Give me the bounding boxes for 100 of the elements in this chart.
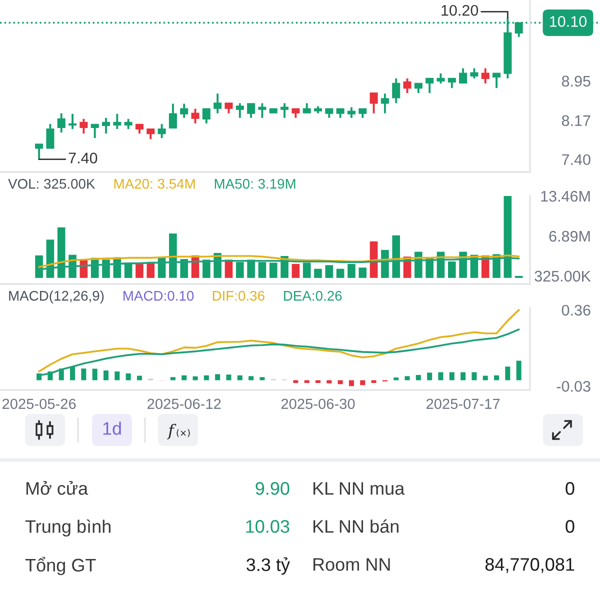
bar bbox=[192, 376, 198, 380]
bar bbox=[136, 262, 144, 278]
candlestick bbox=[403, 77, 412, 94]
candlestick bbox=[358, 108, 367, 119]
bar bbox=[482, 376, 488, 380]
candlestick bbox=[426, 77, 434, 94]
text: DIF:0.36 bbox=[212, 290, 264, 301]
bar bbox=[348, 380, 354, 386]
bar bbox=[204, 375, 209, 380]
bar bbox=[505, 366, 510, 380]
text: DEA:0.26 bbox=[284, 290, 342, 301]
bar bbox=[360, 380, 366, 386]
bar bbox=[248, 376, 254, 380]
bar bbox=[371, 380, 376, 383]
candlestick bbox=[470, 67, 478, 80]
candlestick bbox=[214, 92, 222, 114]
annotation: 10.20 bbox=[442, 4, 478, 16]
bar bbox=[358, 268, 367, 278]
text: 1d bbox=[103, 422, 121, 435]
bar bbox=[292, 264, 300, 278]
y-tick-label: 6.89M bbox=[549, 230, 590, 242]
bar bbox=[494, 375, 500, 380]
candlestick bbox=[280, 102, 289, 119]
bar bbox=[325, 265, 334, 278]
x-tick-label: 2025-06-30 bbox=[281, 398, 355, 410]
bar bbox=[103, 370, 109, 380]
bar bbox=[472, 372, 477, 380]
candlestick bbox=[57, 112, 66, 134]
y-tick-label: -0.03 bbox=[556, 380, 590, 392]
candlestick bbox=[448, 77, 456, 89]
candlestick bbox=[46, 122, 54, 150]
bar bbox=[237, 375, 242, 380]
candlestick bbox=[158, 122, 166, 140]
candlestick bbox=[336, 108, 344, 119]
bar bbox=[394, 378, 399, 380]
candlestick bbox=[459, 67, 468, 84]
candlestick bbox=[124, 118, 132, 130]
y-tick-label: 325.00K bbox=[534, 270, 591, 282]
text: 84,770,081 bbox=[485, 558, 574, 573]
bar bbox=[449, 372, 454, 380]
bar bbox=[336, 268, 344, 278]
y-tick-label: 8.95 bbox=[562, 76, 590, 87]
category-label: Trung bình bbox=[25, 519, 110, 537]
bar bbox=[304, 380, 310, 383]
bar bbox=[146, 262, 155, 278]
bar bbox=[314, 268, 322, 278]
chart-title: MACD(12,26,9) bbox=[9, 290, 104, 304]
candlestick bbox=[35, 143, 44, 160]
x-tick-label: 2025-06-12 bbox=[148, 398, 221, 410]
text: 9.90 bbox=[256, 482, 290, 495]
bar bbox=[260, 377, 265, 380]
bar bbox=[114, 371, 120, 380]
bar bbox=[170, 377, 176, 380]
text: 0 bbox=[566, 482, 574, 495]
bar bbox=[460, 372, 466, 380]
chart-title: VOL: 325.00K bbox=[8, 178, 96, 189]
category-label: KL NN mua bbox=[313, 482, 405, 495]
text: MA50: 3.19M bbox=[214, 178, 296, 189]
category-label: Tổng GT bbox=[25, 556, 96, 576]
y-tick-label: 8.17 bbox=[562, 115, 590, 126]
candlestick bbox=[102, 116, 110, 135]
candlestick bbox=[68, 112, 77, 130]
text: 10.03 bbox=[246, 520, 290, 533]
category-label: Room NN bbox=[313, 558, 390, 571]
text: MA20: 3.54M bbox=[114, 178, 195, 189]
bar bbox=[427, 372, 432, 380]
y-tick-label: 7.40 bbox=[562, 154, 590, 166]
candlestick bbox=[90, 123, 99, 140]
ref-line-label: 10.10 bbox=[550, 16, 587, 27]
candlestick bbox=[347, 106, 356, 119]
bar bbox=[404, 376, 410, 380]
line-series bbox=[38, 309, 520, 372]
y-tick-label: 13.46M bbox=[541, 190, 590, 202]
candlestick bbox=[325, 108, 334, 119]
chart-subtitle: MACD:0.10 bbox=[124, 290, 194, 301]
bar bbox=[315, 380, 321, 383]
bar bbox=[416, 374, 421, 380]
candlestick bbox=[168, 102, 177, 129]
candlestick bbox=[236, 102, 244, 119]
bar bbox=[516, 360, 522, 380]
bar bbox=[126, 373, 131, 380]
x-tick-label: 2025-05-26 bbox=[2, 398, 76, 410]
bar bbox=[92, 368, 98, 380]
line-series bbox=[38, 328, 520, 376]
candlestick bbox=[414, 82, 422, 94]
line-series bbox=[38, 254, 520, 268]
candlestick bbox=[247, 102, 256, 119]
bar bbox=[293, 380, 298, 383]
candlestick bbox=[481, 67, 490, 84]
candlestick bbox=[392, 77, 400, 104]
category-label: Mở cửa bbox=[26, 481, 88, 495]
text: 3.3 tỷ bbox=[246, 557, 290, 575]
candlestick bbox=[370, 92, 378, 114]
candlestick bbox=[224, 102, 233, 114]
annotation: 7.40 bbox=[68, 152, 98, 164]
bar bbox=[182, 375, 187, 380]
bar bbox=[338, 380, 343, 384]
bar bbox=[81, 368, 86, 380]
candlestick bbox=[258, 102, 266, 119]
candlestick bbox=[292, 108, 300, 119]
